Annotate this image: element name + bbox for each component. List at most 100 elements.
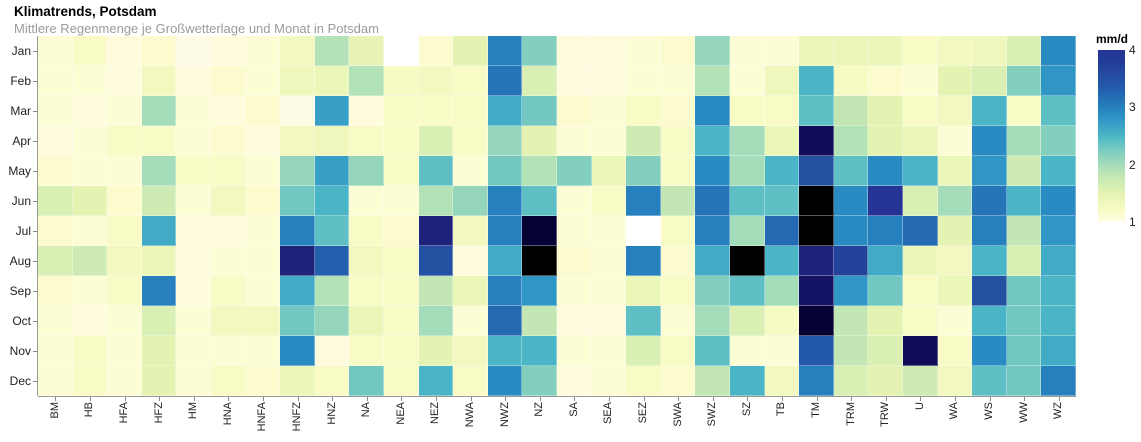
heatmap-cell <box>591 36 627 66</box>
x-axis-tick <box>1024 397 1026 401</box>
x-axis-label: TB <box>775 402 788 417</box>
heatmap-cell <box>314 186 350 216</box>
heatmap-cell <box>591 96 627 126</box>
x-axis-tick <box>1058 397 1060 401</box>
heatmap-cell <box>1041 66 1076 96</box>
heatmap-cell <box>349 66 384 96</box>
heatmap-cell <box>383 156 419 186</box>
heatmap-cell <box>972 216 1007 246</box>
x-axis-label: WS <box>983 402 995 420</box>
heatmap-cell <box>522 36 557 66</box>
heatmap-cell <box>1006 216 1042 246</box>
heatmap-cell <box>902 246 938 276</box>
heatmap-cell <box>176 246 211 276</box>
heatmap-cell <box>487 306 523 336</box>
heatmap-cell <box>107 96 142 126</box>
heatmap-cell <box>245 66 281 96</box>
heatmap-cell <box>38 336 73 366</box>
heatmap-cell <box>626 156 661 186</box>
y-axis-tick <box>33 321 37 322</box>
heatmap-cell <box>695 366 730 396</box>
heatmap-cell <box>383 366 419 396</box>
heatmap-cell <box>833 216 869 246</box>
x-axis-label: BM <box>48 402 61 419</box>
heatmap-cell <box>902 156 938 186</box>
heatmap-cell <box>383 66 419 96</box>
heatmap-cell <box>107 156 142 186</box>
heatmap-cell <box>38 276 73 306</box>
heatmap-cell <box>556 156 592 186</box>
heatmap-cell <box>833 156 869 186</box>
heatmap-cell <box>522 126 557 156</box>
heatmap-cell <box>453 246 488 276</box>
heatmap-cell <box>556 36 592 66</box>
x-axis-label: WZ <box>1052 402 1065 420</box>
heatmap-cell <box>695 96 730 126</box>
heatmap-cell <box>383 36 419 66</box>
x-axis-tick <box>435 397 437 401</box>
y-axis-tick <box>33 81 37 82</box>
x-axis-label: TM <box>810 402 822 418</box>
heatmap-cell <box>626 276 661 306</box>
heatmap-cell <box>591 276 627 306</box>
heatmap-cell <box>1006 246 1042 276</box>
heatmap-cell <box>141 246 177 276</box>
x-axis-label: NA <box>360 402 373 418</box>
heatmap-cell <box>176 186 211 216</box>
heatmap-cell <box>799 156 834 186</box>
heatmap-cell <box>972 36 1007 66</box>
heatmap-cell <box>38 36 73 66</box>
heatmap-cell <box>453 216 488 246</box>
heatmap-cell <box>868 126 903 156</box>
y-axis-tick <box>33 111 37 112</box>
heatmap-cell <box>972 306 1007 336</box>
heatmap-cell <box>556 216 592 246</box>
heatmap-cell <box>107 66 142 96</box>
heatmap-cell <box>660 246 696 276</box>
heatmap-cell <box>487 156 523 186</box>
heatmap-cell <box>729 66 765 96</box>
heatmap-cell <box>487 96 523 126</box>
heatmap-cell <box>764 366 800 396</box>
y-axis-tick <box>33 231 37 232</box>
heatmap-cell <box>38 156 73 186</box>
heatmap-cell <box>522 66 557 96</box>
heatmap-cell <box>937 156 973 186</box>
heatmap-cell <box>522 306 557 336</box>
heatmap-cell <box>591 246 627 276</box>
heatmap-cell <box>972 186 1007 216</box>
heatmap-cell <box>418 246 454 276</box>
heatmap-cell <box>487 66 523 96</box>
heatmap-cell <box>695 66 730 96</box>
heatmap-cell <box>764 186 800 216</box>
x-axis-label: SWA <box>671 402 684 427</box>
heatmap-cell <box>626 126 661 156</box>
heatmap-cell <box>210 276 246 306</box>
y-axis-label: Oct <box>12 314 31 328</box>
heatmap-cell <box>522 156 557 186</box>
heatmap-cell <box>556 96 592 126</box>
heatmap-cell <box>487 366 523 396</box>
x-axis-tick <box>262 397 264 401</box>
heatmap-cell <box>556 366 592 396</box>
heatmap-cell <box>280 216 315 246</box>
heatmap-cell <box>522 246 557 276</box>
x-axis-label: HNA <box>221 402 234 426</box>
x-axis-tick <box>124 397 126 401</box>
x-axis-tick <box>193 397 195 401</box>
heatmap-cell <box>314 216 350 246</box>
heatmap-cell <box>902 336 938 366</box>
heatmap-cell <box>591 126 627 156</box>
heatmap-cell <box>868 216 903 246</box>
heatmap-cell <box>902 276 938 306</box>
heatmap-cell <box>245 246 281 276</box>
heatmap-cell <box>453 36 488 66</box>
heatmap-cell <box>1006 126 1042 156</box>
heatmap-cell <box>72 126 108 156</box>
heatmap-cell <box>868 306 903 336</box>
x-axis-tick <box>89 397 91 401</box>
heatmap-cell <box>764 216 800 246</box>
heatmap-cell <box>107 306 142 336</box>
heatmap-cell <box>453 126 488 156</box>
heatmap-cell <box>487 216 523 246</box>
